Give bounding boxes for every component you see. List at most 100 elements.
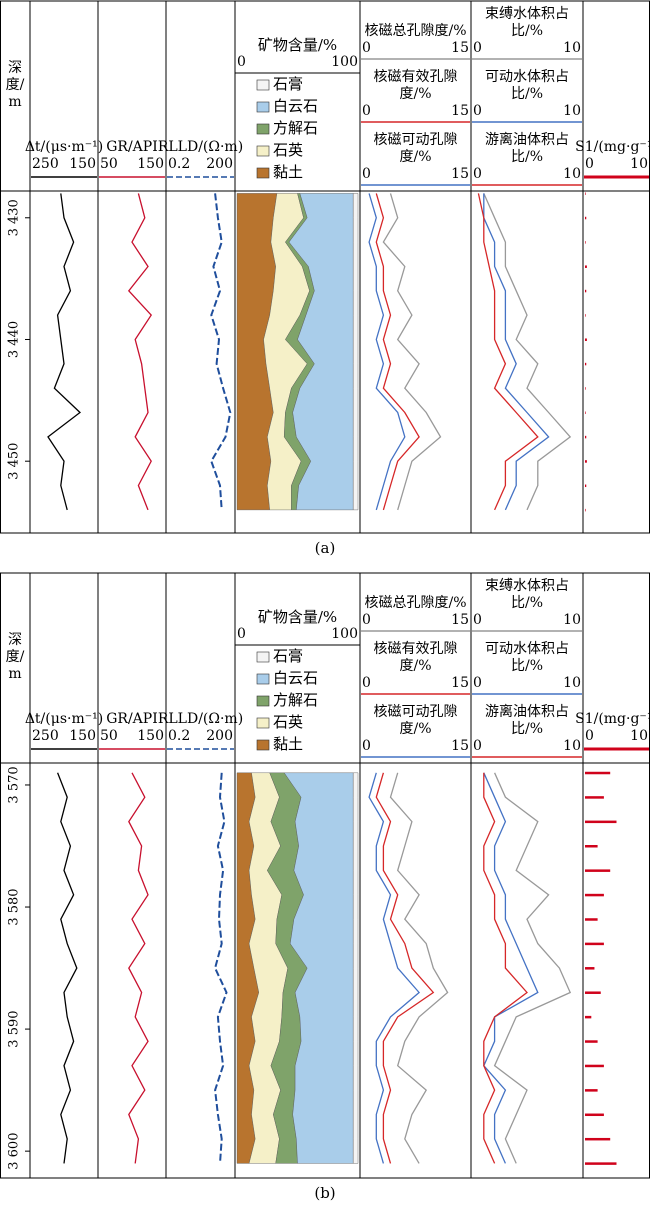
bar: [585, 265, 587, 268]
legend-label: 方解石: [273, 691, 318, 709]
scale-max: 100: [331, 626, 358, 642]
scale-row: 0 10: [473, 738, 581, 755]
bar: [585, 362, 587, 366]
track-header: 束缚水体积占比/% 0 10: [471, 1, 583, 57]
track-header: 核磁总孔隙度/% 0 15: [360, 573, 471, 629]
legend-label: 白云石: [273, 669, 318, 687]
scale-min: 0: [473, 675, 482, 691]
scale-min: 0: [237, 626, 246, 642]
scale-row: 0 10: [473, 103, 581, 120]
scale-max: 100: [331, 54, 358, 70]
legend-label: 石膏: [273, 75, 303, 93]
bar: [585, 1113, 604, 1117]
series-name: 束缚水体积占比/%: [485, 578, 569, 611]
bar: [585, 893, 604, 897]
scale-max: 10: [630, 156, 648, 172]
bar: [585, 460, 587, 463]
scale-min: 0: [362, 40, 371, 56]
legend-label: 黏土: [273, 163, 303, 181]
scale-max: 150: [69, 728, 96, 744]
track-header: Δt/(μs·m⁻¹) 250 150: [25, 81, 103, 173]
track-header: 矿物含量/% 0 100: [235, 31, 360, 71]
bar: [585, 1089, 598, 1092]
track-header: 游离油体积占比/% 0 10: [471, 699, 583, 755]
legend-swatch: [256, 79, 270, 91]
scale-min: 0: [362, 166, 371, 182]
depth-label: 深度/m: [5, 632, 25, 682]
scale-max: 15: [451, 40, 469, 56]
scale-min: 0: [362, 675, 371, 691]
bar: [585, 338, 587, 341]
scale-max: 10: [563, 675, 581, 691]
scale-row: 0 100: [237, 54, 358, 71]
log-curve: [210, 193, 232, 510]
scale-min: 0: [362, 738, 371, 754]
bar: [585, 1137, 611, 1141]
bar: [585, 192, 586, 195]
track-header: RLLD/(Ω·m) 0.2 200: [158, 81, 243, 173]
bar: [585, 845, 598, 848]
scale-min: 0.2: [168, 156, 191, 172]
scale-max: 200: [206, 728, 233, 744]
bar: [585, 387, 586, 390]
bar: [585, 241, 586, 244]
bar: [585, 869, 611, 872]
scale-max: 10: [563, 166, 581, 182]
scale-max: 15: [451, 166, 469, 182]
scale-min: 0: [362, 612, 371, 628]
scale-row: 0.2 200: [168, 728, 233, 745]
scale-row: 0 10: [473, 612, 581, 629]
legend-label: 石英: [273, 141, 303, 159]
scale-min: 250: [32, 728, 59, 744]
scale-max: 10: [563, 40, 581, 56]
depth-tick-label: 3 580: [7, 888, 22, 925]
series-name: RLLD/(Ω·m): [157, 711, 244, 727]
track-header: RLLD/(Ω·m) 0.2 200: [158, 653, 243, 745]
log-curve: [382, 193, 442, 511]
scale-row: 50 150: [100, 728, 164, 745]
log-curve: [368, 772, 421, 1164]
scale-max: 15: [451, 675, 469, 691]
legend-label: 白云石: [273, 97, 318, 115]
scale-min: 0: [473, 738, 482, 754]
legend-swatch: [256, 673, 270, 685]
depth-tick-label: 3 600: [7, 1133, 22, 1170]
scale-max: 150: [137, 728, 164, 744]
track-header: 可动水体积占比/% 0 10: [471, 636, 583, 692]
scale-max: 15: [451, 103, 469, 119]
log-curve: [47, 193, 82, 511]
legend-swatch: [256, 167, 270, 179]
legend-swatch: [256, 101, 270, 113]
panel-caption: (a): [314, 539, 336, 557]
log-curve: [214, 772, 228, 1164]
series-name: 核磁总孔隙度/%: [364, 595, 467, 611]
track-header: 束缚水体积占比/% 0 10: [471, 573, 583, 629]
legend-swatch: [256, 739, 270, 751]
scale-row: 0 15: [362, 612, 469, 629]
track-title: 矿物含量/%: [257, 36, 338, 54]
track-header: GR/API 50 150: [98, 653, 166, 745]
log-curve: [375, 193, 420, 511]
scale-max: 15: [451, 738, 469, 754]
scale-row: 0 10: [585, 728, 648, 745]
legend-label: 黏土: [273, 735, 303, 753]
track-header: S1/(mg·g⁻¹) 0 10: [575, 653, 650, 745]
scale-min: 0: [473, 166, 482, 182]
mineral-area: [353, 193, 359, 511]
bar: [585, 484, 587, 488]
mineral-area: [353, 772, 359, 1164]
depth-tick-label: 3 450: [7, 443, 22, 480]
bar: [585, 1015, 592, 1019]
scale-max: 200: [206, 156, 233, 172]
legend-swatch: [256, 695, 270, 707]
scale-min: 0: [473, 40, 482, 56]
scale-min: 0: [473, 103, 482, 119]
track-header: 核磁可动孔隙度/% 0 15: [360, 699, 471, 755]
track-header: S1/(mg·g⁻¹) 0 10: [575, 81, 650, 173]
log-curve: [483, 772, 528, 1164]
depth-tick-label: 3 440: [7, 321, 22, 358]
bar: [585, 411, 586, 415]
series-name: 游离油体积占比/%: [485, 704, 569, 737]
legend-swatch: [256, 145, 270, 157]
scale-row: 0 15: [362, 40, 469, 57]
